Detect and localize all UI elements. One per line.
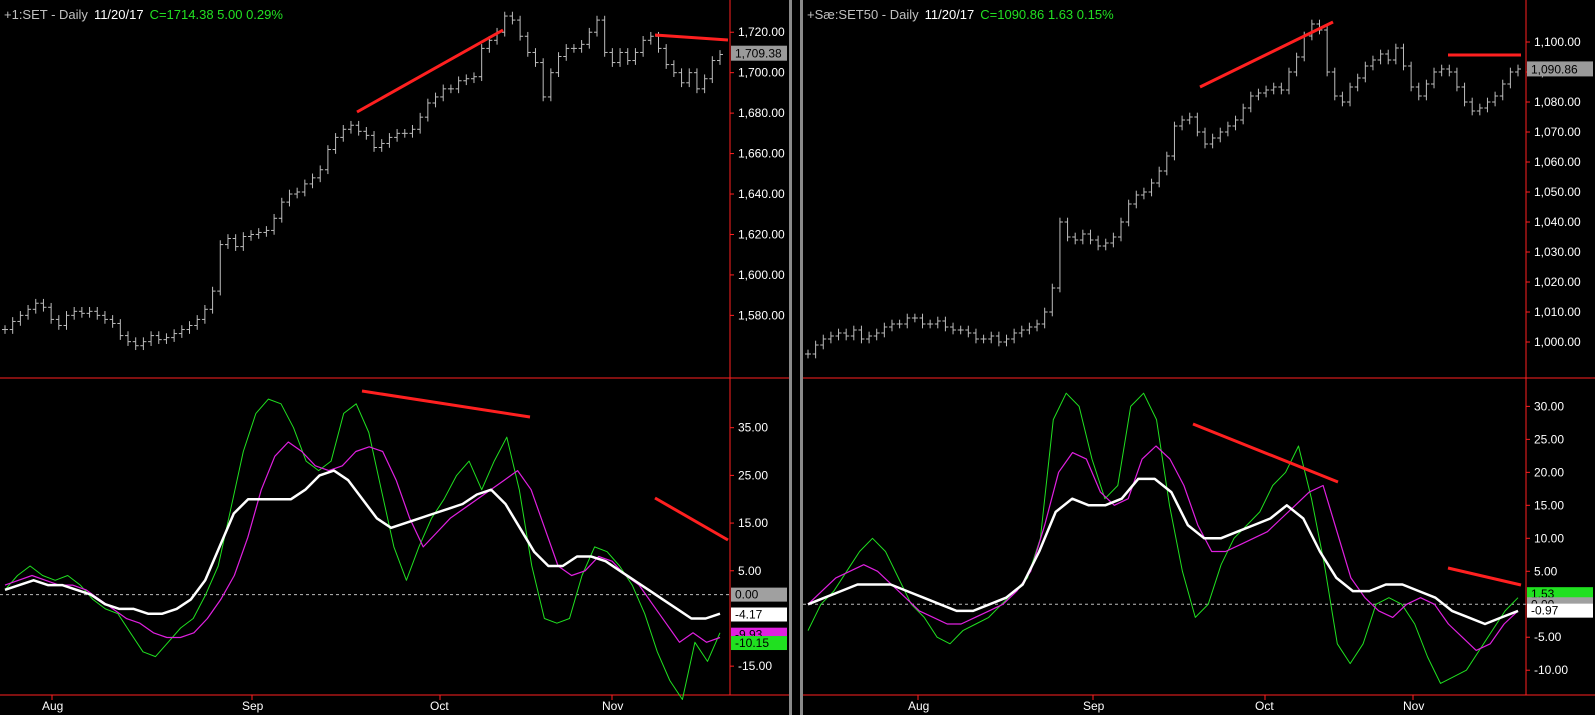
chart-header: +1:SET - Daily 11/20/17 C=1714.38 5.00 0.2… xyxy=(4,7,283,22)
price-tick-label: 1,620.00 xyxy=(738,227,785,241)
indicator-tick-label: -5.00 xyxy=(1534,630,1562,644)
month-label: Oct xyxy=(1255,699,1274,713)
chart-canvas-set[interactable]: 1,720.00 1,700.00 1,680.00 1,660.00 1,640.00… xyxy=(0,0,789,715)
price-tick-label: 1,070.00 xyxy=(1534,125,1581,139)
indicator-badge-text: -10.15 xyxy=(735,636,769,650)
month-label: Aug xyxy=(908,699,929,713)
chart-panel-set50[interactable]: 1,100.001,090.001,080.001,070.001,060.00… xyxy=(800,0,1595,715)
price-tick-label: 1,020.00 xyxy=(1534,275,1581,289)
indicator-badge-text: -4.17 xyxy=(735,608,763,622)
price-tick-label: 1,060.00 xyxy=(1534,155,1581,169)
indicator-trendline xyxy=(1447,566,1522,587)
indicator-badge-white xyxy=(731,607,787,622)
indicator-tick-label: 25.00 xyxy=(738,468,768,482)
month-label: Nov xyxy=(1403,699,1424,713)
price-trendline xyxy=(654,33,729,42)
price-tick-label: 1,030.00 xyxy=(1534,245,1581,259)
last-price-badge-text: 1,709.38 xyxy=(735,47,782,61)
indicator-badge-zero xyxy=(731,587,787,602)
indicator-badge-text: 0.00 xyxy=(735,588,759,602)
series-slow-line xyxy=(807,477,1519,626)
chart-canvas-set50[interactable]: 1,100.001,090.001,080.001,070.001,060.00… xyxy=(803,0,1595,715)
price-tick-label: 1,680.00 xyxy=(738,106,785,120)
price-tick-label: 1,700.00 xyxy=(738,66,785,80)
price-tick-label: 1,600.00 xyxy=(738,268,785,282)
price-tick-label: 1,010.00 xyxy=(1534,305,1581,319)
indicator-tick-label: -15.00 xyxy=(738,659,772,673)
symbol-label: +Sæ:SET50 - Daily xyxy=(807,7,919,22)
indicator-tick-label: 35.00 xyxy=(738,421,768,435)
price-tick-label: 1,080.00 xyxy=(1534,95,1581,109)
symbol-label: +1:SET - Daily xyxy=(4,7,88,22)
series-slow-line xyxy=(4,469,721,620)
price-tick-label: 1,720.00 xyxy=(738,25,785,39)
month-label: Sep xyxy=(1083,699,1105,713)
month-label: Sep xyxy=(242,699,264,713)
indicator-badge-green xyxy=(731,636,787,651)
series-fast-line xyxy=(4,398,721,700)
month-label: Nov xyxy=(602,699,623,713)
indicator-trendline xyxy=(1192,422,1339,484)
price-tick-label: 1,660.00 xyxy=(738,147,785,161)
month-label: Oct xyxy=(430,699,449,713)
series-fast-line xyxy=(807,392,1519,684)
price-trendline xyxy=(1199,20,1334,89)
indicator-badge-text: -0.97 xyxy=(1531,604,1559,618)
price-tick-label: 1,050.00 xyxy=(1534,185,1581,199)
indicator-tick-label: 15.00 xyxy=(738,516,768,530)
indicator-trendline xyxy=(654,496,729,542)
price-tick-label: 1,640.00 xyxy=(738,187,785,201)
price-tick-label: 1,000.00 xyxy=(1534,335,1581,349)
price-tick-label: 1,580.00 xyxy=(738,308,785,322)
price-tick-label: 1,100.00 xyxy=(1534,35,1581,49)
series-mid-line xyxy=(4,441,721,643)
indicator-tick-label: 15.00 xyxy=(1534,498,1564,512)
indicator-tick-label: 20.00 xyxy=(1534,465,1564,479)
indicator-tick-label: 30.00 xyxy=(1534,399,1564,413)
indicator-tick-label: 10.00 xyxy=(1534,531,1564,545)
price-trendline xyxy=(356,28,504,114)
indicator-badge-white xyxy=(1527,603,1593,618)
quote-label: C=1714.38 5.00 0.29% xyxy=(149,7,283,22)
last-price-badge-text: 1,090.86 xyxy=(1531,62,1578,76)
chart-header: +Sæ:SET50 - Daily 11/20/17 C=1090.86 1.63 … xyxy=(807,7,1114,22)
chart-panel-set[interactable]: 1,720.00 1,700.00 1,680.00 1,660.00 1,640.00… xyxy=(0,0,792,715)
date-label: 11/20/17 xyxy=(924,7,975,22)
price-tick-label: 1,040.00 xyxy=(1534,215,1581,229)
indicator-trendline xyxy=(361,389,531,419)
indicator-tick-label: 5.00 xyxy=(1534,564,1558,578)
last-price-badge xyxy=(731,45,787,61)
date-label: 11/20/17 xyxy=(93,7,144,22)
month-label: Aug xyxy=(42,699,63,713)
indicator-tick-label: -10.00 xyxy=(1534,663,1568,677)
quote-label: C=1090.86 1.63 0.15% xyxy=(980,7,1114,22)
series-mid-line xyxy=(807,445,1519,652)
indicator-tick-label: 5.00 xyxy=(738,564,762,578)
last-price-badge xyxy=(1527,61,1593,77)
indicator-tick-label: 25.00 xyxy=(1534,432,1564,446)
